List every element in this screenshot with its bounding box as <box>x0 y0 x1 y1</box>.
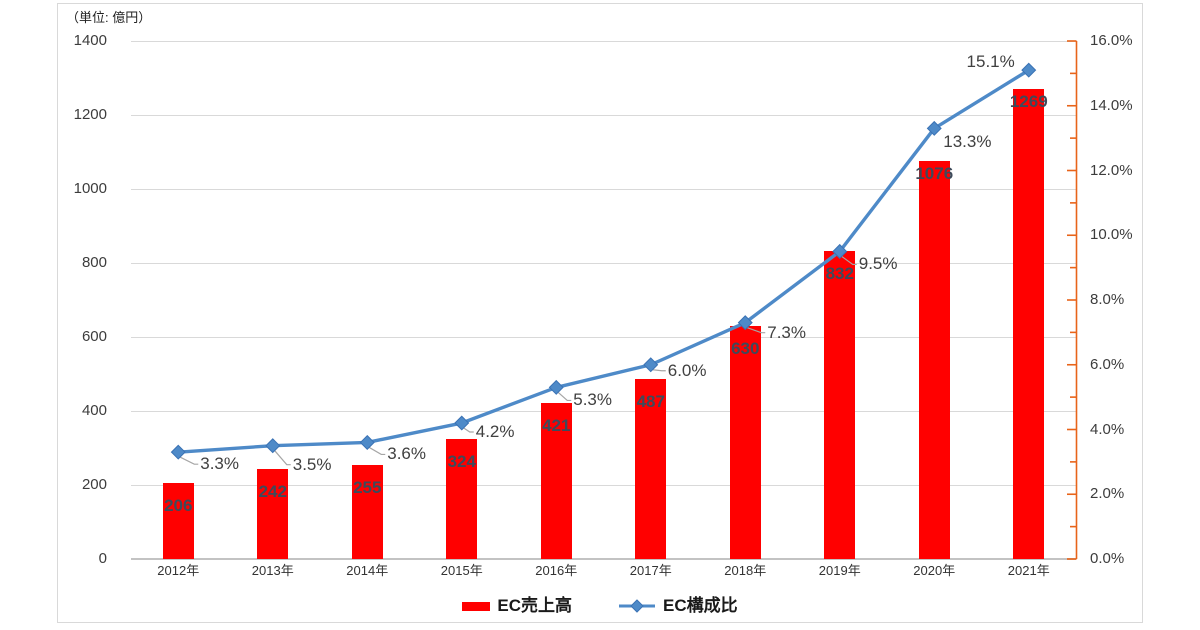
right-axis-tick-label: 16.0% <box>1090 32 1133 49</box>
bar-swatch-icon <box>462 601 491 611</box>
diamond-marker-2017年 <box>643 357 659 373</box>
left-axis-tick-label: 1400 <box>73 32 107 49</box>
data-label-leader-line <box>179 456 199 465</box>
gridline <box>131 336 1076 338</box>
data-label-leader-line <box>652 369 666 372</box>
bar-value-label: 421 <box>542 416 571 436</box>
diamond-marker-2012年 <box>170 444 186 460</box>
left-axis-tick-label: 600 <box>81 328 107 345</box>
diamond-marker-2014年 <box>359 434 375 450</box>
ratio-value-label: 13.3% <box>943 132 992 152</box>
x-axis-category-label: 2019年 <box>818 563 861 578</box>
axis-unit-label: （単位: 億円） <box>66 10 152 25</box>
ratio-value-label: 3.6% <box>387 444 426 464</box>
bar-2018年 <box>729 325 761 559</box>
x-axis-category-label: 2014年 <box>346 563 389 578</box>
ratio-value-label: 9.5% <box>858 254 898 274</box>
right-axis-tick-label: 4.0% <box>1090 420 1125 438</box>
diamond-marker-2018年 <box>737 315 753 331</box>
right-axis-tick-label: 10.0% <box>1090 226 1133 244</box>
ratio-value-label: 4.2% <box>475 422 515 442</box>
diamond-marker-2016年 <box>548 379 564 395</box>
legend-label-ratio: EC構成比 <box>663 596 738 615</box>
gridline <box>131 410 1076 412</box>
data-label-leader-line <box>463 427 474 433</box>
left-axis-tick-label: 200 <box>81 476 107 493</box>
x-axis-category-label: 2021年 <box>1007 563 1050 578</box>
diamond-marker-2013年 <box>265 438 281 454</box>
ratio-value-label: 3.5% <box>292 454 332 474</box>
bar-value-label: 324 <box>447 452 476 472</box>
bar-value-label: 206 <box>164 495 193 515</box>
x-axis-category-label: 2013年 <box>251 563 294 578</box>
diamond-marker-2019年 <box>832 243 848 259</box>
left-axis-tick-label: 1200 <box>73 106 107 123</box>
x-axis-line <box>131 558 1076 560</box>
x-axis-category-label: 2012年 <box>157 563 200 578</box>
x-axis-category-label: 2015年 <box>440 563 483 578</box>
ratio-value-label: 7.3% <box>767 322 806 342</box>
chart-frame <box>57 3 1143 623</box>
left-axis-tick-label: 1000 <box>73 180 107 197</box>
gridline <box>131 188 1076 190</box>
data-label-leader-line <box>368 446 386 456</box>
left-axis-tick-label: 0 <box>98 550 107 567</box>
left-axis-tick-label: 400 <box>81 402 107 419</box>
right-axis-tick-label: 14.0% <box>1090 96 1133 114</box>
bar-2016年 <box>540 403 572 559</box>
diamond-marker-2015年 <box>454 415 470 431</box>
legend-item-ratio: EC構成比 <box>618 596 738 616</box>
bar-2021年 <box>1013 89 1045 559</box>
x-axis-category-label: 2020年 <box>913 563 956 578</box>
ratio-value-label: 5.3% <box>573 390 612 410</box>
bar-2019年 <box>824 251 856 559</box>
right-axis-tick-label: 0.0% <box>1090 550 1125 567</box>
diamond-marker-2021年 <box>1021 62 1037 78</box>
x-axis-category-label: 2016年 <box>535 563 578 578</box>
chart-legend: EC売上高 EC構成比 <box>0 596 1200 616</box>
bar-2015年 <box>446 439 478 559</box>
data-label-leader-line <box>841 255 857 266</box>
bar-2013年 <box>257 469 289 559</box>
gridline <box>131 484 1076 486</box>
right-axis-tick-label: 8.0% <box>1090 291 1125 308</box>
bar-2020年 <box>918 160 950 559</box>
bar-value-label: 832 <box>825 264 854 284</box>
right-axis-tick-label: 6.0% <box>1090 355 1125 373</box>
bar-2012年 <box>162 482 194 559</box>
right-axis-tick-label: 12.0% <box>1090 161 1133 179</box>
right-axis-tick-label: 2.0% <box>1090 485 1125 503</box>
bar-2017年 <box>635 378 667 559</box>
data-label-leader-line <box>747 327 766 334</box>
x-axis-category-label: 2017年 <box>629 563 672 578</box>
bar-2014年 <box>351 464 383 559</box>
bar-value-label: 242 <box>258 482 287 502</box>
legend-item-sales: EC売上高 <box>462 596 572 616</box>
bar-value-label: 487 <box>636 391 665 411</box>
ratio-line-series <box>176 68 1031 454</box>
diamond-marker-2020年 <box>926 120 942 136</box>
ratio-value-label: 15.1% <box>966 52 1015 72</box>
bar-value-label: 1269 <box>1009 92 1048 112</box>
bar-value-label: 630 <box>731 338 760 358</box>
line-diamond-swatch-icon <box>619 599 655 613</box>
ratio-value-label: 6.0% <box>667 360 707 380</box>
bar-value-label: 1076 <box>915 163 954 183</box>
legend-label-sales: EC売上高 <box>497 596 572 615</box>
gridline <box>131 262 1076 264</box>
left-axis-tick-label: 800 <box>81 254 107 271</box>
x-axis-category-label: 2018年 <box>724 563 767 578</box>
gridline <box>131 40 1076 42</box>
bar-value-label: 255 <box>353 477 382 497</box>
ratio-value-label: 3.3% <box>200 454 239 474</box>
gridline <box>131 114 1076 116</box>
data-label-leader-line <box>557 391 572 402</box>
data-label-leader-line <box>274 450 291 466</box>
